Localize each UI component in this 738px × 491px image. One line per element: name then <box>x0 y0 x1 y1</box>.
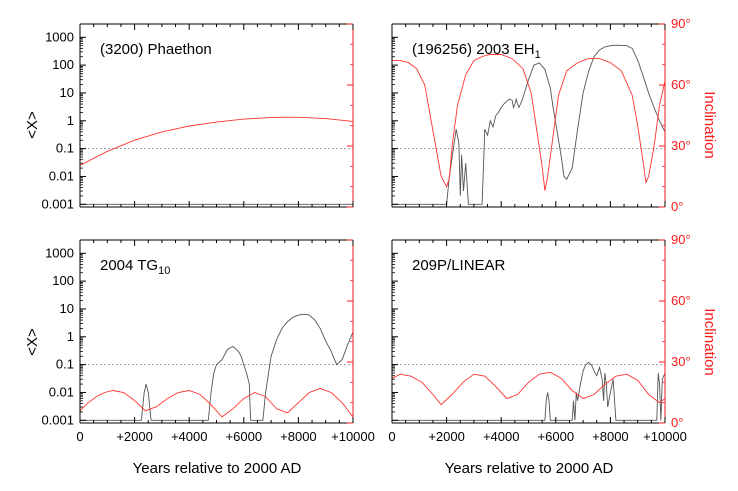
x-value-line <box>392 361 666 421</box>
y-tick-label: 0.01 <box>49 384 74 399</box>
y-tick-label: 0.1 <box>56 357 74 372</box>
x-value-line <box>79 116 354 166</box>
panel-title: (3200) Phaethon <box>100 41 212 58</box>
panel-2: 90° 60° 30° 0° (196256) 2003 EH1 <box>391 16 691 214</box>
y2-tick-label: 30° <box>671 138 691 153</box>
y-tick-label: 0.001 <box>41 412 74 427</box>
panel-3-xlabel: Years relative to 2000 AD <box>133 460 302 477</box>
y-tick-label: 1 <box>67 113 74 128</box>
x-tick-label: +2000 <box>116 429 153 444</box>
x-tick-label: +6000 <box>226 429 263 444</box>
y-tick-label: 10 <box>60 85 74 100</box>
y2-tick-label: 30° <box>671 354 691 369</box>
y2-tick-label: 90° <box>671 16 691 31</box>
y-tick-label: 100 <box>52 57 74 72</box>
x-tick-label: +10000 <box>643 429 687 444</box>
x-value-line <box>80 313 354 421</box>
y-tick-label: 1 <box>67 329 74 344</box>
x-tick-label: +6000 <box>538 429 575 444</box>
panel-title: 209P/LINEAR <box>412 257 506 274</box>
y-tick-label: 1000 <box>45 245 74 260</box>
panel-3-ylabel: <X> <box>24 328 41 356</box>
x-tick-label: 0 <box>388 429 395 444</box>
y-tick-label: 0.1 <box>56 141 74 156</box>
x-tick-label: +2000 <box>428 429 465 444</box>
inclination-line <box>392 54 666 191</box>
y2-tick-label: 60° <box>671 77 691 92</box>
x-tick-label: +8000 <box>280 429 317 444</box>
y2-tick-label: 60° <box>671 293 691 308</box>
y-tick-label: 1000 <box>45 29 74 44</box>
panel-4: 90° 60° 30° 0° 0 +2000 +4000 +6000 +8000 +10000 20… <box>388 232 690 444</box>
y-tick-label: 0.001 <box>41 196 74 211</box>
panel-4-y2label: Inclination <box>701 308 718 376</box>
panel-2-y2label: Inclination <box>701 91 718 159</box>
y2-tick-label: 0° <box>671 415 683 430</box>
y2-tick-label: 0° <box>671 199 683 214</box>
x-tick-label: +10000 <box>331 429 375 444</box>
inclination-line <box>391 371 666 406</box>
x-tick-label: +4000 <box>483 429 520 444</box>
x-tick-label: +4000 <box>171 429 208 444</box>
inclination-line <box>79 387 354 418</box>
y2-tick-label: 90° <box>671 232 691 247</box>
panel-1: 1000 100 10 1 0.1 0.01 0.001 (3200) Phaethon <box>41 23 354 211</box>
panel-title: 2004 TG10 <box>100 257 170 277</box>
x-tick-label: +8000 <box>592 429 629 444</box>
x-value-line <box>392 44 666 205</box>
panel-4-xlabel: Years relative to 2000 AD <box>445 460 614 477</box>
panel-1-ylabel: <X> <box>24 111 41 139</box>
y-tick-label: 100 <box>52 273 74 288</box>
x-tick-label: 0 <box>76 429 83 444</box>
panel-title: (196256) 2003 EH1 <box>412 41 541 61</box>
y-tick-label: 10 <box>60 301 74 316</box>
y-tick-label: 0.01 <box>49 168 74 183</box>
